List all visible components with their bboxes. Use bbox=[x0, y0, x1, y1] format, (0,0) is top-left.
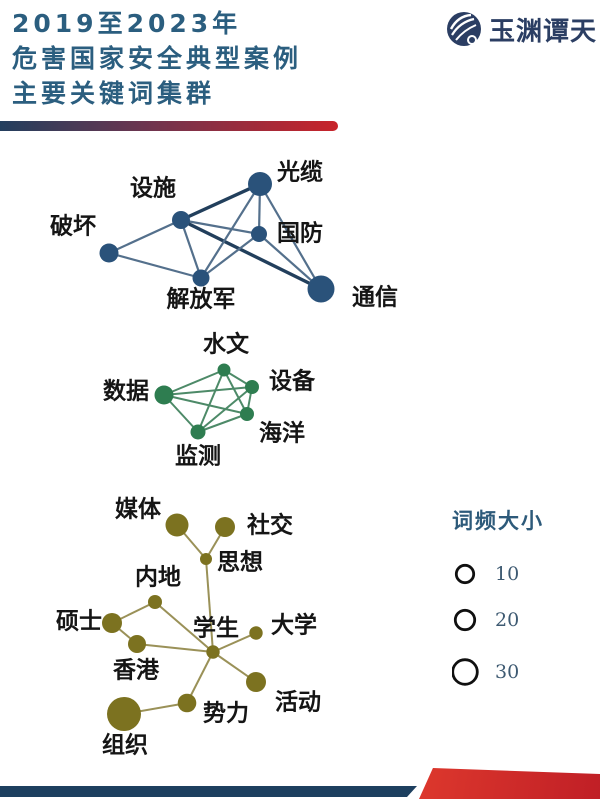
edge-facilities-national-defense bbox=[180, 218, 260, 236]
edge-national-defense-communications bbox=[258, 233, 322, 290]
node-label-communications: 通信 bbox=[352, 284, 398, 311]
legend-row-10: 10 bbox=[452, 559, 519, 589]
legend-row-30: 30 bbox=[452, 657, 519, 687]
node-label-masters: 硕士 bbox=[56, 608, 102, 635]
title-line-3: 主要关键词集群 bbox=[12, 79, 216, 108]
edge-student-university bbox=[212, 632, 257, 653]
node-social bbox=[215, 517, 235, 537]
node-monitoring bbox=[190, 424, 206, 440]
edge-facilities-communications bbox=[180, 218, 322, 291]
node-data bbox=[154, 385, 174, 405]
edge-facilities-optical-cable bbox=[180, 182, 261, 222]
title-line-1: 2019至2023年 bbox=[12, 9, 242, 38]
legend-circle-icon bbox=[454, 563, 476, 585]
node-communications bbox=[307, 275, 335, 303]
node-label-student: 学生 bbox=[193, 615, 239, 642]
node-label-mainland: 内地 bbox=[135, 564, 181, 591]
node-label-equipment: 设备 bbox=[269, 368, 316, 395]
edge-student-forces bbox=[186, 651, 214, 704]
node-label-media: 媒体 bbox=[115, 496, 162, 523]
node-label-ocean: 海洋 bbox=[259, 420, 305, 447]
node-label-hydrology: 水文 bbox=[203, 331, 250, 358]
node-ideology bbox=[200, 553, 212, 565]
logo-mark-icon bbox=[447, 12, 481, 46]
edge-ocean-monitoring bbox=[197, 413, 248, 433]
edge-data-ocean bbox=[163, 394, 248, 415]
node-label-facilities: 设施 bbox=[130, 175, 176, 202]
node-hongkong bbox=[128, 635, 146, 653]
node-label-ideology: 思想 bbox=[217, 549, 263, 576]
edge-equipment-monitoring bbox=[197, 386, 253, 433]
legend-value: 30 bbox=[495, 661, 520, 683]
edge-hydrology-monitoring bbox=[197, 369, 225, 433]
node-facilities bbox=[172, 211, 190, 229]
size-legend: 词频大小 10 20 30 bbox=[452, 505, 592, 715]
node-pla bbox=[192, 269, 210, 287]
node-label-pla: 解放军 bbox=[167, 286, 236, 313]
node-label-university: 大学 bbox=[271, 612, 317, 639]
node-organization bbox=[107, 697, 141, 731]
title-line-2: 危害国家安全典型案例 bbox=[12, 44, 303, 73]
node-sabotage bbox=[99, 243, 119, 263]
legend-title: 词频大小 bbox=[452, 509, 544, 533]
page-title: 2019至2023年 危害国家安全典型案例 主要关键词集群 bbox=[12, 6, 302, 111]
footer-red-ribbon bbox=[419, 767, 600, 799]
node-label-optical-cable: 光缆 bbox=[276, 159, 323, 186]
legend-value: 10 bbox=[495, 563, 520, 585]
node-label-data: 数据 bbox=[103, 378, 149, 405]
edge-optical-cable-communications bbox=[259, 183, 322, 290]
legend-row-20: 20 bbox=[452, 605, 519, 635]
node-ocean bbox=[240, 407, 254, 421]
title-underline-bar bbox=[0, 121, 338, 131]
node-masters bbox=[102, 613, 122, 633]
node-forces bbox=[177, 693, 197, 713]
node-activities bbox=[246, 672, 266, 692]
edge-facilities-sabotage bbox=[108, 219, 182, 254]
node-student bbox=[206, 645, 220, 659]
edge-hydrology-data bbox=[163, 369, 225, 396]
legend-circle-icon bbox=[452, 658, 479, 686]
node-label-social: 社交 bbox=[247, 512, 293, 539]
node-label-forces: 势力 bbox=[203, 700, 249, 727]
node-label-monitoring: 监测 bbox=[175, 443, 221, 470]
node-media bbox=[165, 513, 189, 537]
node-label-organization: 组织 bbox=[102, 732, 148, 759]
edge-ideology-student bbox=[205, 558, 214, 653]
edge-hydrology-ocean bbox=[223, 369, 248, 415]
edge-facilities-pla bbox=[179, 219, 203, 279]
node-label-sabotage: 破坏 bbox=[50, 213, 96, 240]
node-equipment bbox=[245, 380, 259, 394]
edge-data-equipment bbox=[163, 386, 253, 396]
edge-mainland-student bbox=[154, 601, 214, 653]
edge-pla-national-defense bbox=[200, 233, 260, 279]
legend-value: 20 bbox=[495, 609, 520, 631]
node-mainland bbox=[148, 595, 162, 609]
edge-hongkong-student bbox=[136, 643, 214, 653]
node-label-activities: 活动 bbox=[275, 689, 321, 716]
node-national-defense bbox=[251, 226, 267, 242]
legend-circle-icon bbox=[453, 608, 477, 632]
node-optical-cable bbox=[248, 172, 272, 196]
logo-text: 玉渊谭天 bbox=[489, 16, 598, 47]
node-hydrology bbox=[217, 363, 231, 377]
edge-pla-optical-cable bbox=[200, 183, 261, 279]
footer-navy-stripe bbox=[0, 786, 417, 797]
node-label-hongkong: 香港 bbox=[113, 657, 160, 684]
node-university bbox=[249, 626, 263, 640]
brand-logo: 玉渊谭天 bbox=[445, 9, 597, 49]
edge-sabotage-pla bbox=[108, 251, 202, 280]
node-label-national-defense: 国防 bbox=[277, 220, 323, 247]
